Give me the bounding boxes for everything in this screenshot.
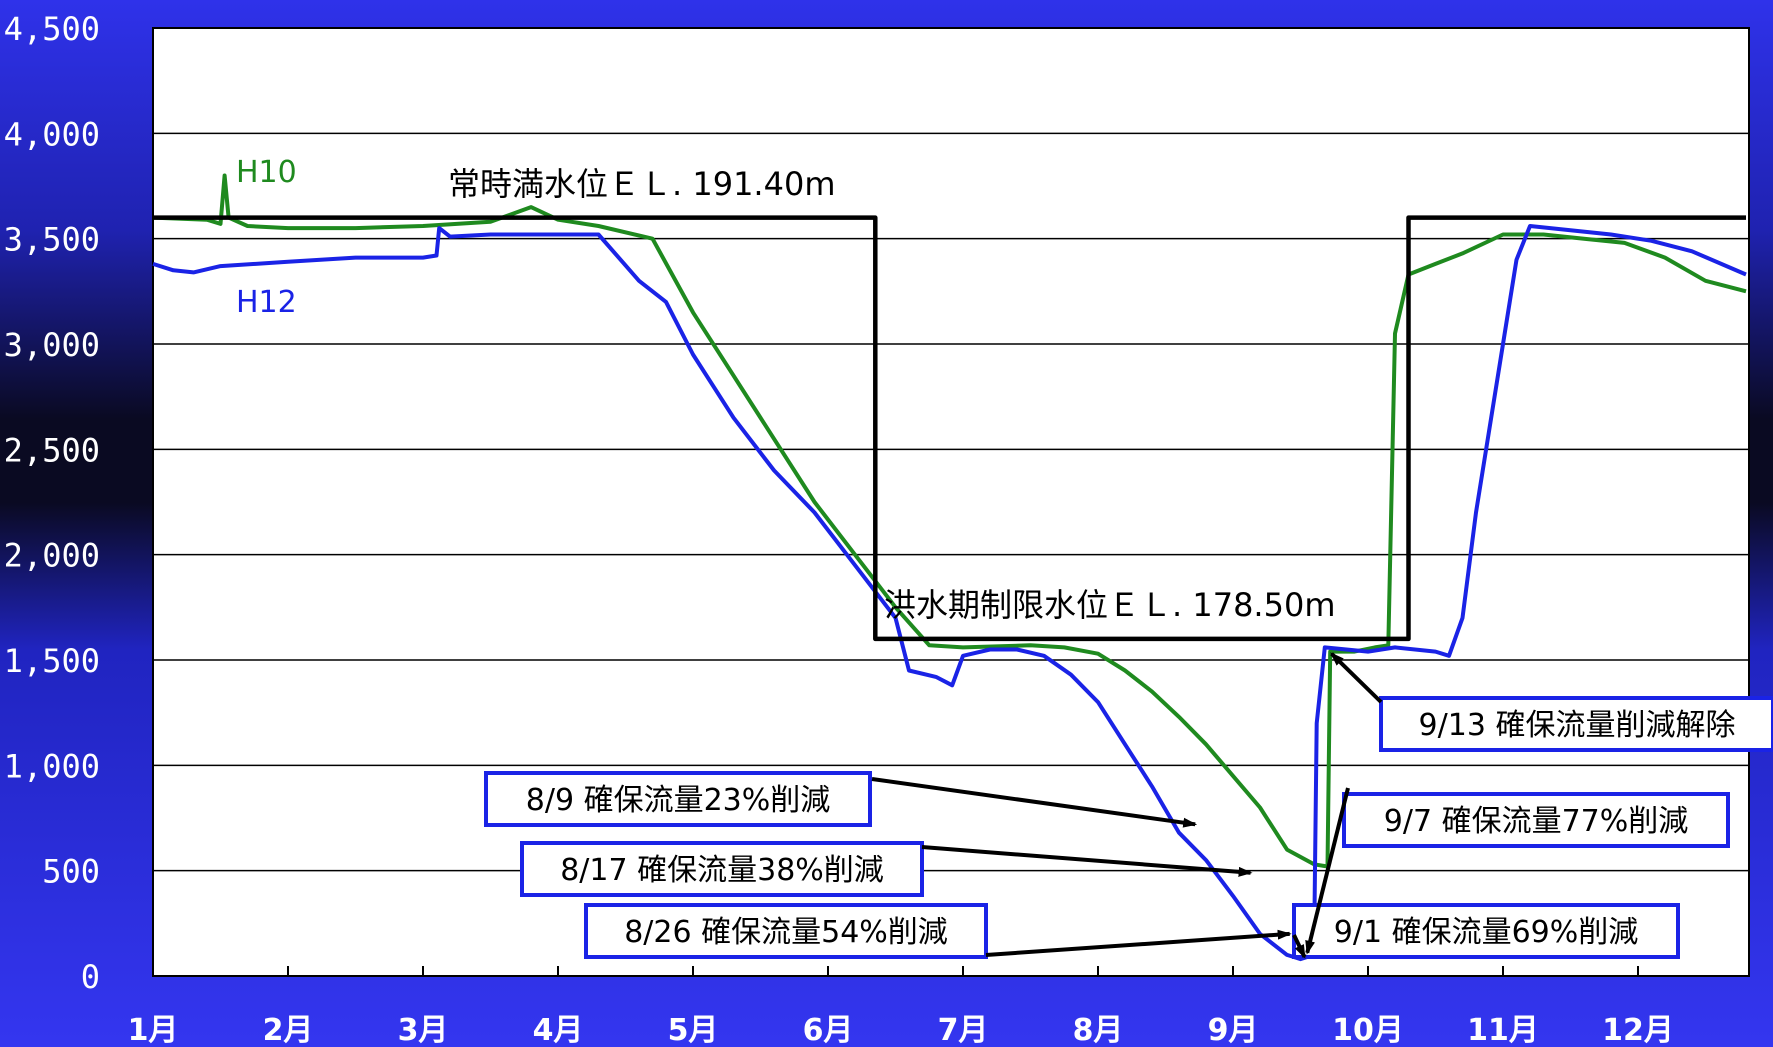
- callout-text: 9/13 確保流量削減解除: [1419, 708, 1736, 743]
- callout-arrow: [1330, 652, 1383, 704]
- y-tick-label: 2,000: [4, 537, 100, 575]
- callout-text: 8/9 確保流量23%削減: [526, 783, 831, 818]
- callout-box: [584, 903, 988, 959]
- callout-8-26: 8/26 確保流量54%削減: [584, 903, 1292, 959]
- h12-label: H12: [236, 285, 297, 320]
- callout-8-9: 8/9 確保流量23%削減: [484, 771, 1198, 828]
- x-tick-label: 1月: [128, 1013, 179, 1047]
- x-tick-label: 11月: [1467, 1013, 1539, 1047]
- x-tick-label: 12月: [1602, 1013, 1674, 1047]
- callout-9-1: 9/1 確保流量69%削減: [1292, 903, 1680, 959]
- normal-water-level-label: 常時満水位ＥＬ. 191.40m: [448, 165, 836, 203]
- callout-arrow: [1292, 934, 1307, 959]
- callout-box: [1379, 696, 1773, 752]
- h10-label: H10: [236, 155, 297, 190]
- h10-series-line: [152, 173, 1747, 869]
- callout-arrow: [1305, 787, 1350, 955]
- callout-box: [484, 771, 872, 827]
- callout-box: [1292, 903, 1680, 959]
- callout-9-13: 9/13 確保流量削減解除: [1330, 652, 1773, 752]
- callout-text: 8/17 確保流量38%削減: [560, 853, 884, 888]
- y-tick-label: 3,500: [4, 221, 100, 259]
- callout-arrow: [871, 777, 1198, 828]
- x-tick-label: 5月: [668, 1013, 719, 1047]
- x-tick-label: 8月: [1073, 1013, 1124, 1047]
- callout-arrow: [985, 929, 1292, 957]
- y-tick-label: 3,000: [4, 326, 100, 364]
- flood-season-limit-label: 洪水期制限水位ＥＬ. 178.50m: [884, 586, 1336, 624]
- x-tick-label: 6月: [803, 1013, 854, 1047]
- y-tick-label: 1,000: [4, 747, 100, 785]
- y-tick-label: 0: [81, 958, 100, 996]
- callout-box: [1342, 792, 1730, 848]
- plot-frame: [152, 27, 1750, 977]
- reservoir-limit-line: [153, 215, 1746, 642]
- callout-text: 9/1 確保流量69%削減: [1334, 915, 1639, 950]
- y-tick-label: 500: [42, 853, 100, 891]
- callout-text: 9/7 確保流量77%削減: [1384, 804, 1689, 839]
- callout-9-7: 9/7 確保流量77%削減: [1305, 787, 1730, 955]
- h12-series-line: [152, 224, 1747, 962]
- callout-box: [520, 841, 924, 897]
- x-tick-label: 10月: [1332, 1013, 1404, 1047]
- y-tick-label: 1,500: [4, 642, 100, 680]
- x-tick-label: 2月: [263, 1013, 314, 1047]
- x-tick-label: 3月: [398, 1013, 449, 1047]
- callout-arrow: [921, 845, 1253, 877]
- x-tick-label: 9月: [1208, 1013, 1259, 1047]
- x-tick-label: 4月: [533, 1013, 584, 1047]
- x-tick-label: 7月: [938, 1013, 989, 1047]
- callout-8-17: 8/17 確保流量38%削減: [520, 841, 1253, 897]
- y-tick-label: 2,500: [4, 431, 100, 469]
- y-tick-label: 4,500: [4, 10, 100, 48]
- callout-text: 8/26 確保流量54%削減: [624, 915, 948, 950]
- y-tick-label: 4,000: [4, 115, 100, 153]
